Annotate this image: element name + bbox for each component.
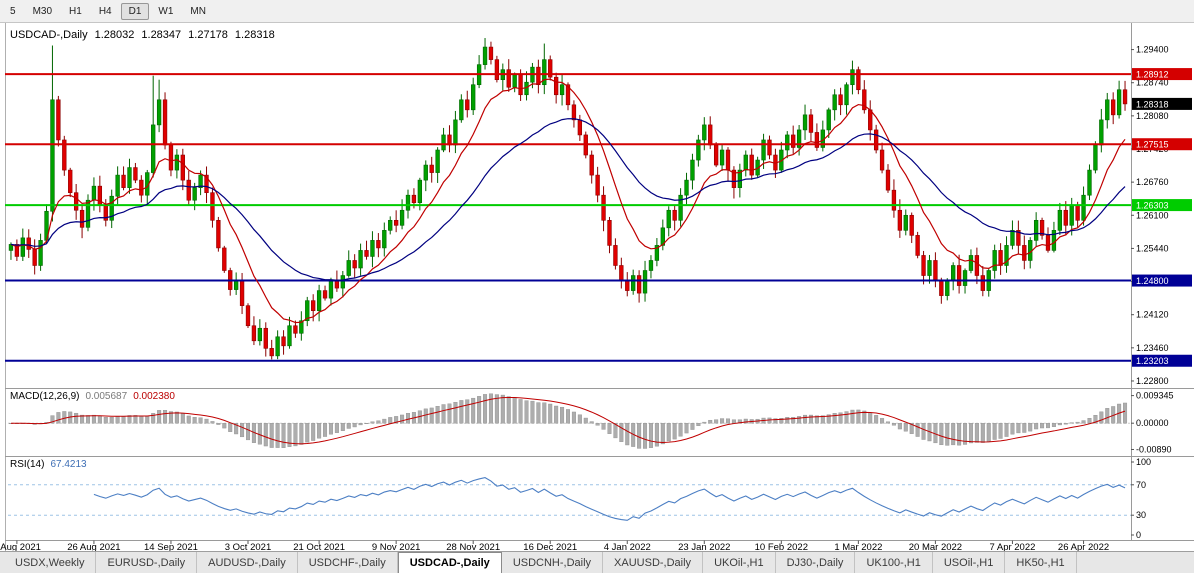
quote-open: 1.28032: [94, 29, 135, 41]
svg-text:1.28740: 1.28740: [1136, 78, 1169, 88]
macd-signal-value: 0.002380: [133, 391, 175, 402]
svg-text:1.25440: 1.25440: [1136, 243, 1169, 253]
pane-dividers: [5, 23, 1194, 552]
svg-text:26 Apr 2022: 26 Apr 2022: [1058, 542, 1109, 553]
macd-name: MACD(12,26,9): [10, 391, 80, 402]
svg-text:28 Nov 2021: 28 Nov 2021: [446, 542, 500, 553]
svg-text:21 Oct 2021: 21 Oct 2021: [293, 542, 345, 553]
quote-close: 1.28318: [234, 29, 275, 41]
rsi-value: 67.4213: [50, 459, 87, 470]
tab-audusd-daily[interactable]: AUDUSD-,Daily: [197, 552, 298, 573]
timeframe-button-5[interactable]: 5: [10, 5, 16, 17]
svg-text:1.26100: 1.26100: [1136, 210, 1169, 220]
svg-text:9 Nov 2021: 9 Nov 2021: [372, 542, 421, 553]
svg-text:1.23460: 1.23460: [1136, 343, 1169, 353]
tab-xauusd-daily[interactable]: XAUUSD-,Daily: [603, 552, 704, 573]
svg-text:20 Mar 2022: 20 Mar 2022: [909, 542, 962, 553]
tab-ukoil-h1[interactable]: UKOil-,H1: [703, 552, 776, 573]
svg-text:16 Dec 2021: 16 Dec 2021: [523, 542, 577, 553]
rsi-axis: 100 70 30 0: [1131, 457, 1151, 540]
svg-text:1.27515: 1.27515: [1136, 140, 1169, 150]
svg-text:0.009345: 0.009345: [1136, 391, 1174, 401]
svg-text:1.28080: 1.28080: [1136, 111, 1169, 121]
svg-text:1.23203: 1.23203: [1136, 356, 1169, 366]
ma-fast-line: [10, 78, 1126, 324]
svg-text:1.26303: 1.26303: [1136, 201, 1169, 211]
tab-usdx-weekly[interactable]: USDX,Weekly: [4, 552, 97, 573]
symbol-tab-bar: USDX,Weekly EURUSD-,Daily AUDUSD-,Daily USD…: [0, 551, 1194, 573]
rsi-name: RSI(14): [10, 459, 45, 470]
svg-text:100: 100: [1136, 457, 1151, 467]
tab-usdcnh-daily[interactable]: USDCNH-,Daily: [502, 552, 604, 573]
macd-main-value: 0.005687: [85, 391, 128, 402]
svg-text:4 Jan 2022: 4 Jan 2022: [604, 542, 651, 553]
svg-text:1.26760: 1.26760: [1136, 177, 1169, 187]
svg-text:3 Oct 2021: 3 Oct 2021: [225, 542, 271, 553]
svg-text:23 Jan 2022: 23 Jan 2022: [678, 542, 730, 553]
svg-text:7 Apr 2022: 7 Apr 2022: [989, 542, 1035, 553]
svg-text:1.24120: 1.24120: [1136, 310, 1169, 320]
tab-hk50-h1[interactable]: HK50-,H1: [1005, 552, 1077, 573]
rsi-line: [93, 477, 1126, 521]
macd-signal-line: [10, 396, 1126, 445]
chart-title-bar: USDCAD-,Daily 1.28032 1.28347 1.27178 1.…: [10, 29, 275, 41]
svg-text:14 Sep 2021: 14 Sep 2021: [144, 542, 198, 553]
svg-text:1.28318: 1.28318: [1136, 99, 1169, 109]
svg-text:1.29400: 1.29400: [1136, 45, 1169, 55]
candles-group: [8, 38, 1128, 360]
date-axis: 8 Aug 2021 26 Aug 2021 14 Sep 2021 3 Oct 20…: [0, 540, 1109, 553]
svg-text:30: 30: [1136, 510, 1146, 520]
chart-symbol-period: USDCAD-,Daily: [10, 29, 88, 41]
svg-text:0.00000: 0.00000: [1136, 418, 1169, 428]
svg-text:70: 70: [1136, 480, 1146, 490]
timeframe-button-mn[interactable]: MN: [190, 5, 206, 17]
timeframe-button-m30[interactable]: M30: [32, 5, 53, 17]
macd-axis: 0.009345 0.00000 -0.00890: [1131, 391, 1174, 454]
tab-usdchf-daily[interactable]: USDCHF-,Daily: [298, 552, 398, 573]
svg-text:0: 0: [1136, 530, 1141, 540]
svg-text:26 Aug 2021: 26 Aug 2021: [67, 542, 120, 553]
horizontal-level-lines[interactable]: [5, 73, 1131, 362]
svg-text:1 Mar 2022: 1 Mar 2022: [834, 542, 882, 553]
ma-slow-line: [10, 118, 1126, 281]
tab-dj30-daily[interactable]: DJ30-,Daily: [776, 552, 856, 573]
current-price-box: 1.28318: [1132, 97, 1192, 110]
timeframe-button-h1[interactable]: H1: [69, 5, 82, 17]
price-axis: 1.294001.287401.280801.274201.267601.261…: [1131, 45, 1169, 386]
svg-text:8 Aug 2021: 8 Aug 2021: [0, 542, 41, 553]
timeframe-button-w1[interactable]: W1: [158, 5, 174, 17]
tab-uk100-h1[interactable]: UK100-,H1: [855, 552, 933, 573]
svg-text:-0.00890: -0.00890: [1136, 444, 1172, 454]
svg-text:1.28912: 1.28912: [1136, 70, 1169, 80]
tab-eurusd-daily[interactable]: EURUSD-,Daily: [96, 552, 198, 573]
tab-usdcad-daily[interactable]: USDCAD-,Daily: [397, 552, 502, 573]
quote-high: 1.28347: [141, 29, 182, 41]
macd-indicator-label: MACD(12,26,9) 0.005687 0.002380: [10, 391, 175, 402]
timeframe-button-d1[interactable]: D1: [120, 2, 150, 20]
svg-text:10 Feb 2022: 10 Feb 2022: [755, 542, 808, 553]
tab-usoil-h1[interactable]: USOil-,H1: [933, 552, 1006, 573]
svg-text:1.22800: 1.22800: [1136, 376, 1169, 386]
rsi-indicator-label: RSI(14) 67.4213: [10, 459, 87, 470]
level-price-boxes: 1.28912 1.27515 1.26303 1.24800 1.23203: [1132, 68, 1192, 367]
quote-low: 1.27178: [188, 29, 228, 41]
svg-text:1.24800: 1.24800: [1136, 276, 1169, 286]
timeframe-button-h4[interactable]: H4: [98, 5, 112, 17]
timeframe-toolbar: 5 M30 H1 H4 D1 W1 MN: [0, 0, 1194, 23]
